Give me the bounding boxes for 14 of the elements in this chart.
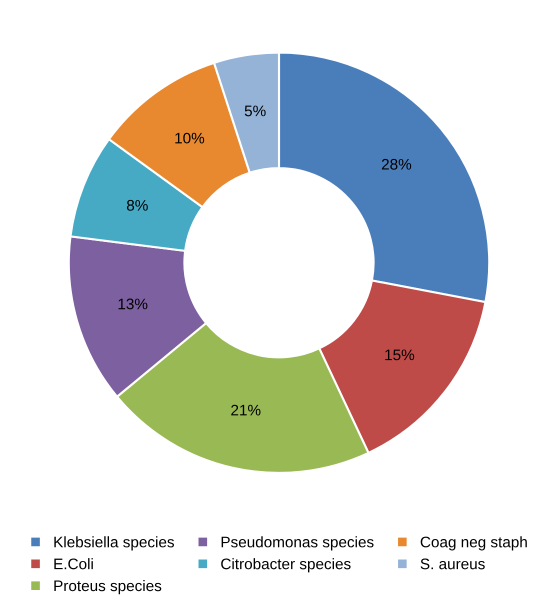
data-label: 8% — [126, 200, 148, 211]
data-label: 21% — [231, 404, 261, 416]
data-label: 5% — [244, 106, 266, 116]
legend-label: E.Coli — [54, 558, 93, 570]
legend-label: Coag neg staph — [420, 536, 527, 550]
data-label: 10% — [175, 132, 204, 144]
data-label: 15% — [385, 349, 414, 360]
legend-label: Pseudomonas species — [222, 536, 374, 550]
legend-label: Citrobacter species — [221, 558, 351, 572]
data-label: 28% — [382, 158, 412, 170]
data-label: 13% — [118, 298, 148, 310]
legend-label: S. aureus — [420, 558, 485, 570]
legend-label: Proteus species — [54, 580, 162, 594]
legend-label: Klebsiella species — [54, 536, 174, 550]
